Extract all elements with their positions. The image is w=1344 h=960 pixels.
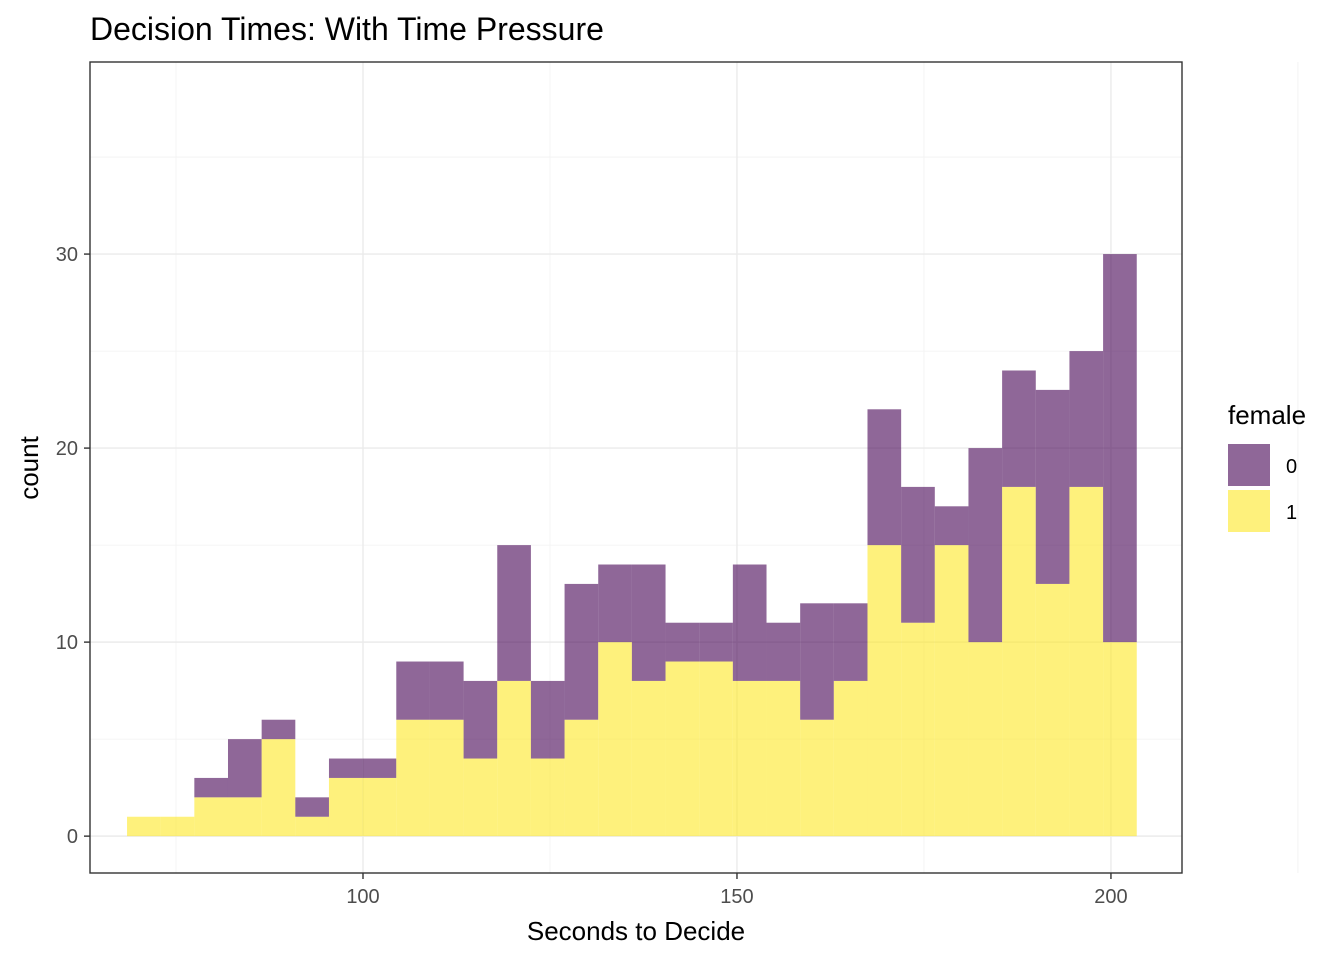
- bar-female-1: [732, 680, 767, 837]
- bar-female-0: [833, 603, 868, 681]
- bar-female-0: [530, 680, 565, 759]
- chart-title: Decision Times: With Time Pressure: [90, 11, 604, 47]
- bar-female-1: [429, 719, 464, 837]
- bar-female-1: [1069, 486, 1104, 837]
- bar-female-0: [396, 661, 430, 720]
- y-axis-title: count: [14, 435, 44, 499]
- bar-female-0: [665, 622, 700, 662]
- x-tick-label: 150: [720, 886, 753, 908]
- bar-female-0: [1002, 370, 1036, 487]
- bar-female-1: [362, 777, 397, 837]
- bar-female-0: [564, 583, 599, 720]
- bar-female-0: [631, 564, 666, 681]
- y-axis: 0 10 20 30: [56, 244, 90, 848]
- legend: female 0 1: [1228, 400, 1306, 532]
- y-tick-label: 0: [67, 826, 78, 848]
- bar-female-0: [328, 758, 363, 778]
- bar-female-1: [1103, 642, 1137, 837]
- x-axis-title: Seconds to Decide: [527, 916, 745, 946]
- bar-female-1: [295, 816, 329, 837]
- bar-female-0: [732, 564, 767, 681]
- bar-female-0: [194, 777, 228, 798]
- plot-panel-border: [89, 61, 1183, 874]
- y-tick-label: 20: [56, 438, 78, 460]
- legend-label-female-1: 1: [1286, 502, 1297, 524]
- bar-female-1: [598, 642, 632, 837]
- bar-female-1: [665, 661, 700, 837]
- bar-female-1: [901, 622, 935, 837]
- bar-female-0: [497, 545, 531, 681]
- bar-female-1: [631, 680, 666, 837]
- bar-female-1: [127, 816, 161, 837]
- legend-label-female-0: 0: [1286, 456, 1297, 478]
- bar-female-0: [901, 486, 935, 623]
- bar-female-1: [463, 758, 498, 837]
- bar-female-1: [934, 545, 969, 837]
- legend-swatch-female-0: [1228, 444, 1270, 486]
- bar-female-1: [194, 797, 228, 837]
- bar-female-1: [564, 719, 599, 837]
- legend-title: female: [1228, 400, 1306, 430]
- bar-female-1: [1002, 486, 1036, 837]
- bar-female-0: [227, 739, 262, 798]
- y-tick-label: 10: [56, 632, 78, 654]
- bar-female-1: [867, 545, 902, 837]
- histogram-bars: [127, 254, 1137, 837]
- bar-female-0: [362, 758, 397, 778]
- bar-female-1: [328, 777, 363, 837]
- bar-female-1: [396, 719, 430, 837]
- bar-female-0: [295, 797, 329, 817]
- bar-female-0: [766, 622, 801, 681]
- bar-female-0: [1035, 389, 1070, 584]
- bar-female-0: [1069, 351, 1104, 487]
- bar-female-0: [934, 506, 969, 546]
- y-tick-label: 30: [56, 244, 78, 266]
- x-tick-label: 200: [1094, 886, 1127, 908]
- bar-female-1: [833, 680, 868, 837]
- bar-female-0: [968, 448, 1003, 643]
- bar-female-1: [800, 719, 834, 837]
- bar-female-1: [530, 758, 565, 837]
- bar-female-0: [598, 564, 632, 643]
- bar-female-1: [261, 739, 296, 837]
- bar-female-1: [766, 680, 801, 837]
- bar-female-1: [227, 797, 262, 837]
- bar-female-0: [867, 409, 902, 546]
- bar-female-0: [699, 622, 733, 662]
- x-axis: 100 150 200: [346, 873, 1128, 908]
- bar-female-1: [160, 816, 195, 837]
- bar-female-0: [261, 719, 296, 740]
- bar-female-1: [497, 680, 531, 837]
- bar-female-1: [699, 661, 733, 837]
- bar-female-0: [463, 680, 498, 759]
- bar-female-1: [1035, 583, 1070, 837]
- bar-female-1: [968, 642, 1003, 837]
- legend-swatch-female-1: [1228, 490, 1270, 532]
- bar-female-0: [800, 603, 834, 720]
- bar-female-0: [429, 661, 464, 720]
- x-tick-label: 100: [346, 886, 379, 908]
- bar-female-0: [1103, 254, 1137, 643]
